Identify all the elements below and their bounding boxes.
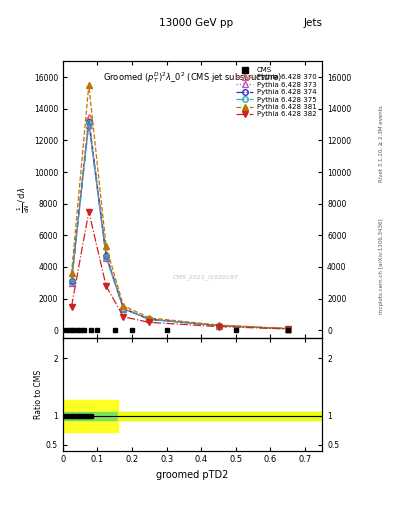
Pythia 6.428 373: [121, 306, 126, 312]
Line: Pythia 6.428 373: Pythia 6.428 373: [69, 122, 290, 331]
Pythia 6.428 375: [285, 326, 290, 332]
Text: mcplots.cern.ch [arXiv:1306.3436]: mcplots.cern.ch [arXiv:1306.3436]: [379, 219, 384, 314]
CMS: [74, 327, 79, 333]
Pythia 6.428 374: [86, 118, 91, 124]
CMS: [64, 327, 69, 333]
Y-axis label: Ratio to CMS: Ratio to CMS: [34, 370, 43, 419]
Line: Pythia 6.428 381: Pythia 6.428 381: [69, 82, 290, 331]
Pythia 6.428 381: [285, 326, 290, 332]
CMS: [112, 327, 117, 333]
Pythia 6.428 370: [104, 251, 108, 258]
Pythia 6.428 373: [216, 323, 221, 329]
Line: Pythia 6.428 370: Pythia 6.428 370: [69, 114, 290, 331]
Legend: CMS, Pythia 6.428 370, Pythia 6.428 373, Pythia 6.428 374, Pythia 6.428 375, Pyt: CMS, Pythia 6.428 370, Pythia 6.428 373,…: [234, 65, 319, 119]
Pythia 6.428 375: [216, 323, 221, 329]
X-axis label: groomed pTD2: groomed pTD2: [156, 470, 229, 480]
Pythia 6.428 373: [147, 316, 152, 323]
Text: Groomed $(p_T^D)^2\lambda\_0^2$ (CMS jet substructure): Groomed $(p_T^D)^2\lambda\_0^2$ (CMS jet…: [103, 70, 282, 84]
Pythia 6.428 373: [104, 254, 108, 261]
Pythia 6.428 370: [69, 276, 74, 283]
Pythia 6.428 381: [86, 82, 91, 88]
Pythia 6.428 374: [216, 323, 221, 329]
CMS: [81, 327, 86, 333]
Pythia 6.428 373: [69, 280, 74, 286]
Pythia 6.428 374: [147, 316, 152, 323]
CMS: [285, 327, 290, 333]
Pythia 6.428 375: [69, 279, 74, 285]
Pythia 6.428 374: [121, 306, 126, 312]
Text: Rivet 3.1.10, ≥ 2.3M events: Rivet 3.1.10, ≥ 2.3M events: [379, 105, 384, 182]
CMS: [71, 327, 75, 333]
Pythia 6.428 382: [69, 304, 74, 310]
Pythia 6.428 370: [147, 316, 152, 322]
Pythia 6.428 382: [104, 283, 108, 289]
Pythia 6.428 374: [104, 253, 108, 259]
Line: Pythia 6.428 382: Pythia 6.428 382: [69, 209, 290, 332]
Pythia 6.428 375: [121, 306, 126, 312]
Pythia 6.428 381: [121, 303, 126, 309]
Pythia 6.428 382: [121, 314, 126, 320]
Y-axis label: $\frac{1}{\mathrm{d}N}\,/\,\mathrm{d}\lambda$: $\frac{1}{\mathrm{d}N}\,/\,\mathrm{d}\la…: [16, 187, 32, 213]
CMS: [95, 327, 100, 333]
Line: Pythia 6.428 375: Pythia 6.428 375: [69, 120, 290, 331]
Text: CMS_2021_I1920187: CMS_2021_I1920187: [173, 274, 239, 280]
Pythia 6.428 370: [285, 326, 290, 332]
Text: Jets: Jets: [303, 18, 322, 28]
Line: CMS: CMS: [64, 328, 290, 332]
Text: 13000 GeV pp: 13000 GeV pp: [160, 18, 233, 28]
CMS: [68, 327, 72, 333]
Pythia 6.428 374: [285, 326, 290, 332]
Pythia 6.428 382: [147, 319, 152, 326]
Pythia 6.428 381: [69, 270, 74, 276]
Pythia 6.428 381: [104, 243, 108, 249]
CMS: [130, 327, 134, 333]
Pythia 6.428 375: [147, 316, 152, 323]
Pythia 6.428 373: [285, 326, 290, 332]
CMS: [88, 327, 93, 333]
Pythia 6.428 370: [121, 305, 126, 311]
Pythia 6.428 381: [147, 315, 152, 321]
Pythia 6.428 370: [216, 323, 221, 329]
Pythia 6.428 375: [86, 120, 91, 126]
Pythia 6.428 370: [86, 114, 91, 120]
Line: Pythia 6.428 374: Pythia 6.428 374: [69, 119, 290, 331]
CMS: [78, 327, 83, 333]
Pythia 6.428 374: [69, 278, 74, 284]
Pythia 6.428 375: [104, 253, 108, 260]
Pythia 6.428 382: [216, 324, 221, 330]
Pythia 6.428 373: [86, 122, 91, 128]
CMS: [233, 327, 238, 333]
CMS: [164, 327, 169, 333]
Pythia 6.428 381: [216, 322, 221, 328]
Pythia 6.428 382: [86, 208, 91, 215]
Pythia 6.428 382: [285, 326, 290, 332]
